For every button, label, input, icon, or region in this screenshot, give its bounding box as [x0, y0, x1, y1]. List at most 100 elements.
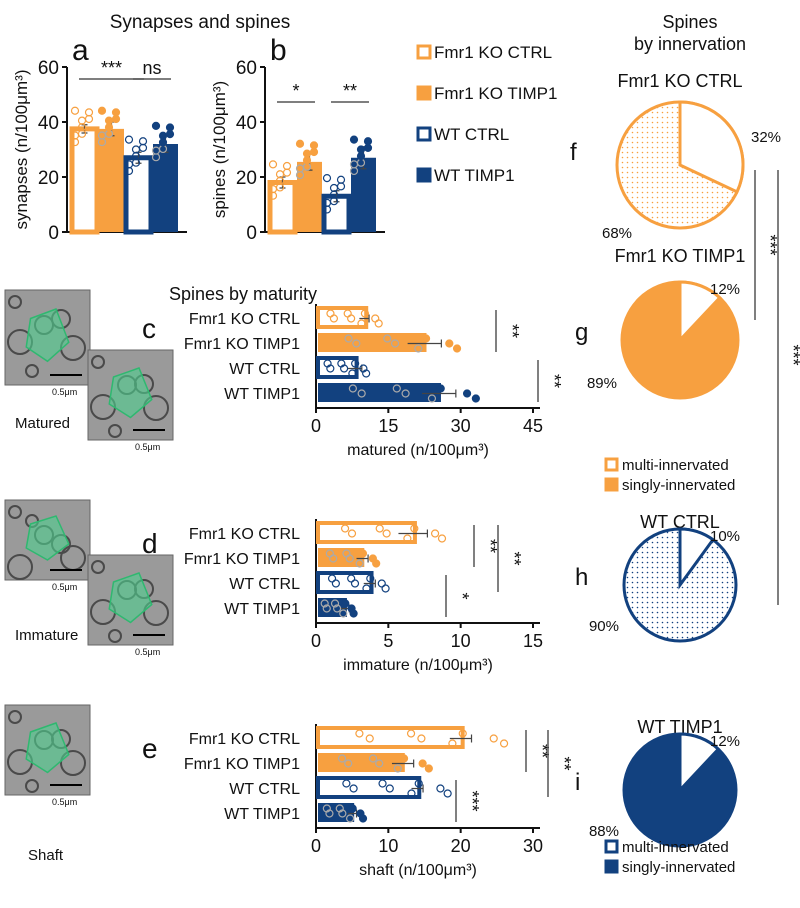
data-point — [356, 152, 366, 161]
data-point — [309, 141, 319, 150]
data-point — [295, 139, 305, 148]
data-point — [355, 729, 364, 738]
panel-label-d: d — [142, 528, 158, 559]
spine-outline — [108, 572, 153, 624]
legend-label-multi: multi-innervated — [622, 839, 729, 856]
data-point — [165, 123, 175, 132]
legend-swatch — [416, 85, 432, 101]
micrograph-texture — [25, 779, 39, 793]
data-point — [357, 389, 366, 398]
significance-label: *** — [783, 344, 800, 365]
data-point — [97, 137, 107, 147]
x-tick-label: 0 — [311, 416, 321, 436]
spine-outline — [25, 515, 70, 561]
scale-label: 0.5μm — [135, 442, 160, 452]
data-point — [393, 764, 402, 773]
data-point — [452, 344, 462, 353]
data-point — [378, 779, 387, 788]
data-point — [326, 364, 335, 373]
pie-title: Fmr1 KO CTRL — [617, 71, 742, 91]
data-point — [347, 529, 357, 538]
data-point — [124, 135, 134, 144]
bar-e-1 — [318, 753, 405, 772]
data-point — [111, 108, 121, 117]
significance-label: *** — [101, 58, 122, 78]
pie-label-single: 89% — [587, 375, 617, 392]
data-point — [347, 314, 356, 323]
group-label: WT TIMP1 — [224, 386, 300, 403]
data-point — [377, 579, 386, 588]
significance-label: * — [452, 592, 472, 599]
y-axis-label: synapses (n/100μm³) — [12, 69, 31, 229]
data-point — [392, 384, 401, 393]
data-point — [349, 160, 359, 169]
significance-label: ** — [532, 744, 552, 758]
y-tick-label: 20 — [38, 168, 59, 189]
data-point — [374, 319, 383, 328]
spine-outline — [25, 722, 70, 774]
micrograph-texture — [60, 750, 86, 776]
data-point — [340, 364, 349, 373]
x-tick-label: 0 — [311, 836, 321, 856]
micrograph-texture — [91, 560, 105, 574]
legend-label-multi: multi-innervated — [622, 457, 729, 474]
data-point — [282, 168, 292, 177]
title-spines-maturity: Spines by maturity — [169, 284, 317, 304]
panel-label-c: c — [142, 313, 156, 344]
pie-label-multi: 10% — [710, 528, 740, 545]
data-point — [445, 339, 454, 348]
panel-label-g: g — [575, 319, 588, 346]
y-tick-label: 20 — [236, 168, 257, 189]
legend-swatch-multi — [604, 457, 619, 472]
data-point — [443, 789, 452, 798]
data-point — [344, 334, 353, 343]
data-point — [399, 754, 409, 763]
data-point — [424, 764, 433, 773]
data-point — [375, 759, 384, 768]
group-label: Fmr1 KO TIMP1 — [184, 756, 300, 773]
data-point — [362, 369, 371, 378]
significance-label: ** — [504, 551, 524, 565]
data-point — [351, 359, 360, 368]
error-bar — [407, 339, 442, 348]
data-point — [340, 524, 350, 533]
legend-swatch — [416, 167, 432, 183]
data-point — [346, 814, 355, 823]
data-point — [462, 389, 472, 398]
pie-title: WT TIMP1 — [637, 717, 722, 737]
data-point — [365, 734, 374, 743]
micrograph-texture — [143, 395, 169, 421]
data-point — [111, 114, 121, 124]
group-label: Fmr1 KO TIMP1 — [184, 551, 300, 568]
image-label: Matured — [15, 415, 70, 432]
data-point — [338, 809, 347, 818]
bar-c-2 — [316, 356, 359, 379]
data-point — [363, 137, 373, 146]
legend-label-single: singly-innervated — [622, 859, 735, 876]
group-label: WT TIMP1 — [224, 601, 300, 618]
error-bar — [359, 314, 370, 323]
bar-a-0 — [69, 126, 100, 235]
significance-label: * — [292, 81, 299, 101]
data-point — [356, 145, 366, 154]
data-point — [341, 599, 350, 608]
data-point — [97, 131, 107, 140]
bar-c-3 — [318, 383, 441, 402]
bar-e-2 — [316, 776, 422, 799]
data-point — [471, 394, 480, 403]
data-point — [165, 130, 175, 139]
significance-label: ** — [343, 81, 357, 101]
title-synapses-spines: Synapses and spines — [110, 12, 291, 33]
data-point — [414, 779, 423, 788]
data-point — [295, 164, 305, 173]
panel-label-h: h — [575, 564, 588, 591]
x-tick-label: 15 — [523, 631, 543, 651]
data-point — [302, 149, 312, 158]
x-tick-label: 15 — [378, 416, 398, 436]
data-point — [385, 784, 394, 793]
data-point — [151, 121, 161, 130]
data-point — [325, 809, 334, 818]
x-axis-label: immature (n/100μm³) — [343, 657, 493, 674]
data-point — [349, 135, 359, 144]
image-label: Immature — [15, 627, 78, 644]
